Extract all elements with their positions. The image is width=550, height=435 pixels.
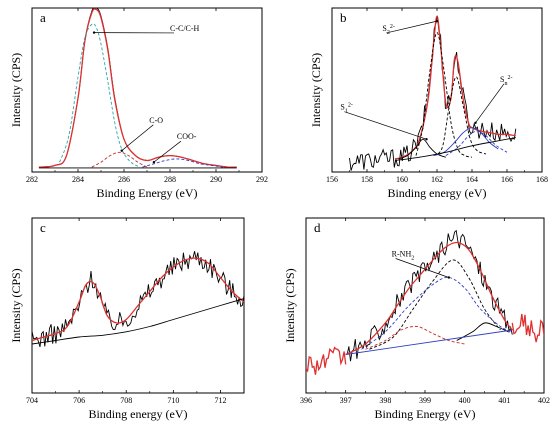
annotation-arrow (475, 83, 505, 124)
x-axis-title: Binding energy (eV) (88, 407, 187, 421)
series-line (445, 130, 508, 156)
series-group (349, 15, 517, 171)
series-line (361, 276, 513, 350)
series-line (38, 8, 237, 168)
series-line (38, 8, 237, 168)
series-line (365, 325, 465, 350)
series-group (306, 229, 544, 375)
panel-letter: c (40, 220, 46, 235)
annotation-arrowhead (152, 160, 156, 164)
series-line (369, 259, 501, 350)
x-tick-label: 290 (210, 175, 222, 184)
x-tick-label: 160 (396, 175, 408, 184)
panel-d: 396 397 398 399 400 401 402 Binding Energy (eV)… (283, 217, 550, 421)
annotation-label: C-O (149, 116, 163, 125)
panel-b: 156 158 160 162 164 166 168 Binding energy (eV)… (309, 7, 548, 200)
x-tick-label: 284 (72, 175, 84, 184)
x-tick-label: 164 (466, 175, 478, 184)
y-axis-title: Intensity (CPS) (9, 53, 23, 127)
series-line (32, 298, 244, 345)
x-tick-label: 704 (26, 396, 38, 405)
series-group (38, 8, 237, 169)
plot-frame (31, 217, 245, 394)
x-tick-label: 166 (501, 175, 513, 184)
x-tick-label: 168 (536, 175, 548, 184)
x-tick-label: 402 (538, 396, 550, 405)
series-line (142, 158, 223, 168)
panel-letter: d (314, 220, 321, 235)
x-tick-label: 708 (120, 396, 132, 405)
x-axis-title: Binding Energy (eV) (374, 407, 475, 421)
x-tick-label: 396 (300, 396, 312, 405)
x-tick-label: 399 (419, 396, 431, 405)
series-group (32, 251, 244, 348)
annotation-arrowhead (474, 121, 477, 125)
series-line (394, 15, 516, 160)
plot-frame (305, 217, 545, 394)
series-line (32, 251, 244, 348)
x-tick-label: 710 (167, 396, 179, 405)
x-tick-label: 162 (431, 175, 443, 184)
annotation-arrowhead (447, 276, 450, 279)
series-line (349, 15, 517, 171)
series-line (91, 151, 148, 168)
x-tick-label: 292 (256, 175, 268, 184)
series-line (345, 229, 513, 362)
annotation-subscript: 2 (387, 30, 390, 36)
x-tick-label: 156 (326, 175, 338, 184)
panel-letter: b (340, 10, 347, 25)
x-tick-label: 712 (214, 396, 226, 405)
annotation-superscript: 2- (390, 24, 395, 30)
annotation-label: COO- (177, 132, 197, 141)
annotation-arrowhead (120, 149, 123, 152)
annotation-superscript: 2- (507, 75, 512, 81)
y-axis-title: Intensity (CPS) (283, 268, 297, 342)
series-line (415, 32, 473, 158)
panel-letter: a (40, 10, 46, 25)
annotation-arrow (344, 111, 427, 140)
annotation-label: Sn2- (500, 75, 512, 87)
series-line (306, 346, 347, 375)
annotation-label: R-NH2 (392, 250, 415, 262)
series-line (433, 76, 487, 156)
x-tick-label: 288 (164, 175, 176, 184)
annotation-label: C-C/C-H (170, 24, 200, 33)
x-axis-title: Binding energy (eV) (387, 186, 486, 200)
series-line (456, 322, 509, 341)
series-line (433, 127, 499, 157)
x-tick-label: 398 (379, 396, 391, 405)
series-line (511, 313, 544, 343)
annotation-label: S22- (382, 24, 394, 36)
x-tick-label: 400 (459, 396, 471, 405)
annotation-arrowhead (425, 138, 428, 141)
x-tick-label: 397 (340, 396, 352, 405)
y-axis-title: Intensity (CPS) (9, 268, 23, 342)
annotation-superscript: 2- (348, 103, 353, 109)
annotation-arrowhead (435, 19, 439, 23)
x-tick-label: 158 (361, 175, 373, 184)
panel-c: 704 706 708 710 712 Binding energy (eV) Intens… (9, 217, 245, 421)
x-tick-label: 401 (498, 396, 510, 405)
annotation-subscript: 1 (345, 109, 348, 115)
annotation-subscript: n (504, 81, 507, 87)
x-tick-label: 706 (73, 396, 85, 405)
annotation-arrow (121, 124, 154, 151)
series-line (394, 137, 516, 161)
annotation-label: S12- (340, 103, 352, 115)
annotation-arrow (395, 258, 449, 278)
panel-a: 282 284 286 288 290 292 Binding Energy (eV) Int… (9, 7, 268, 200)
annotation-arrow (386, 20, 438, 34)
annotation-arrowhead (92, 31, 96, 34)
annotation-arrow (153, 140, 182, 163)
series-line (345, 241, 513, 356)
x-tick-label: 282 (26, 175, 38, 184)
series-line (32, 257, 244, 342)
series-line (345, 329, 513, 355)
x-axis-title: Binding Energy (eV) (96, 186, 197, 200)
annotation-subscript: 2 (411, 256, 414, 262)
x-tick-label: 286 (118, 175, 130, 184)
y-axis-title: Intensity (CPS) (309, 53, 323, 127)
